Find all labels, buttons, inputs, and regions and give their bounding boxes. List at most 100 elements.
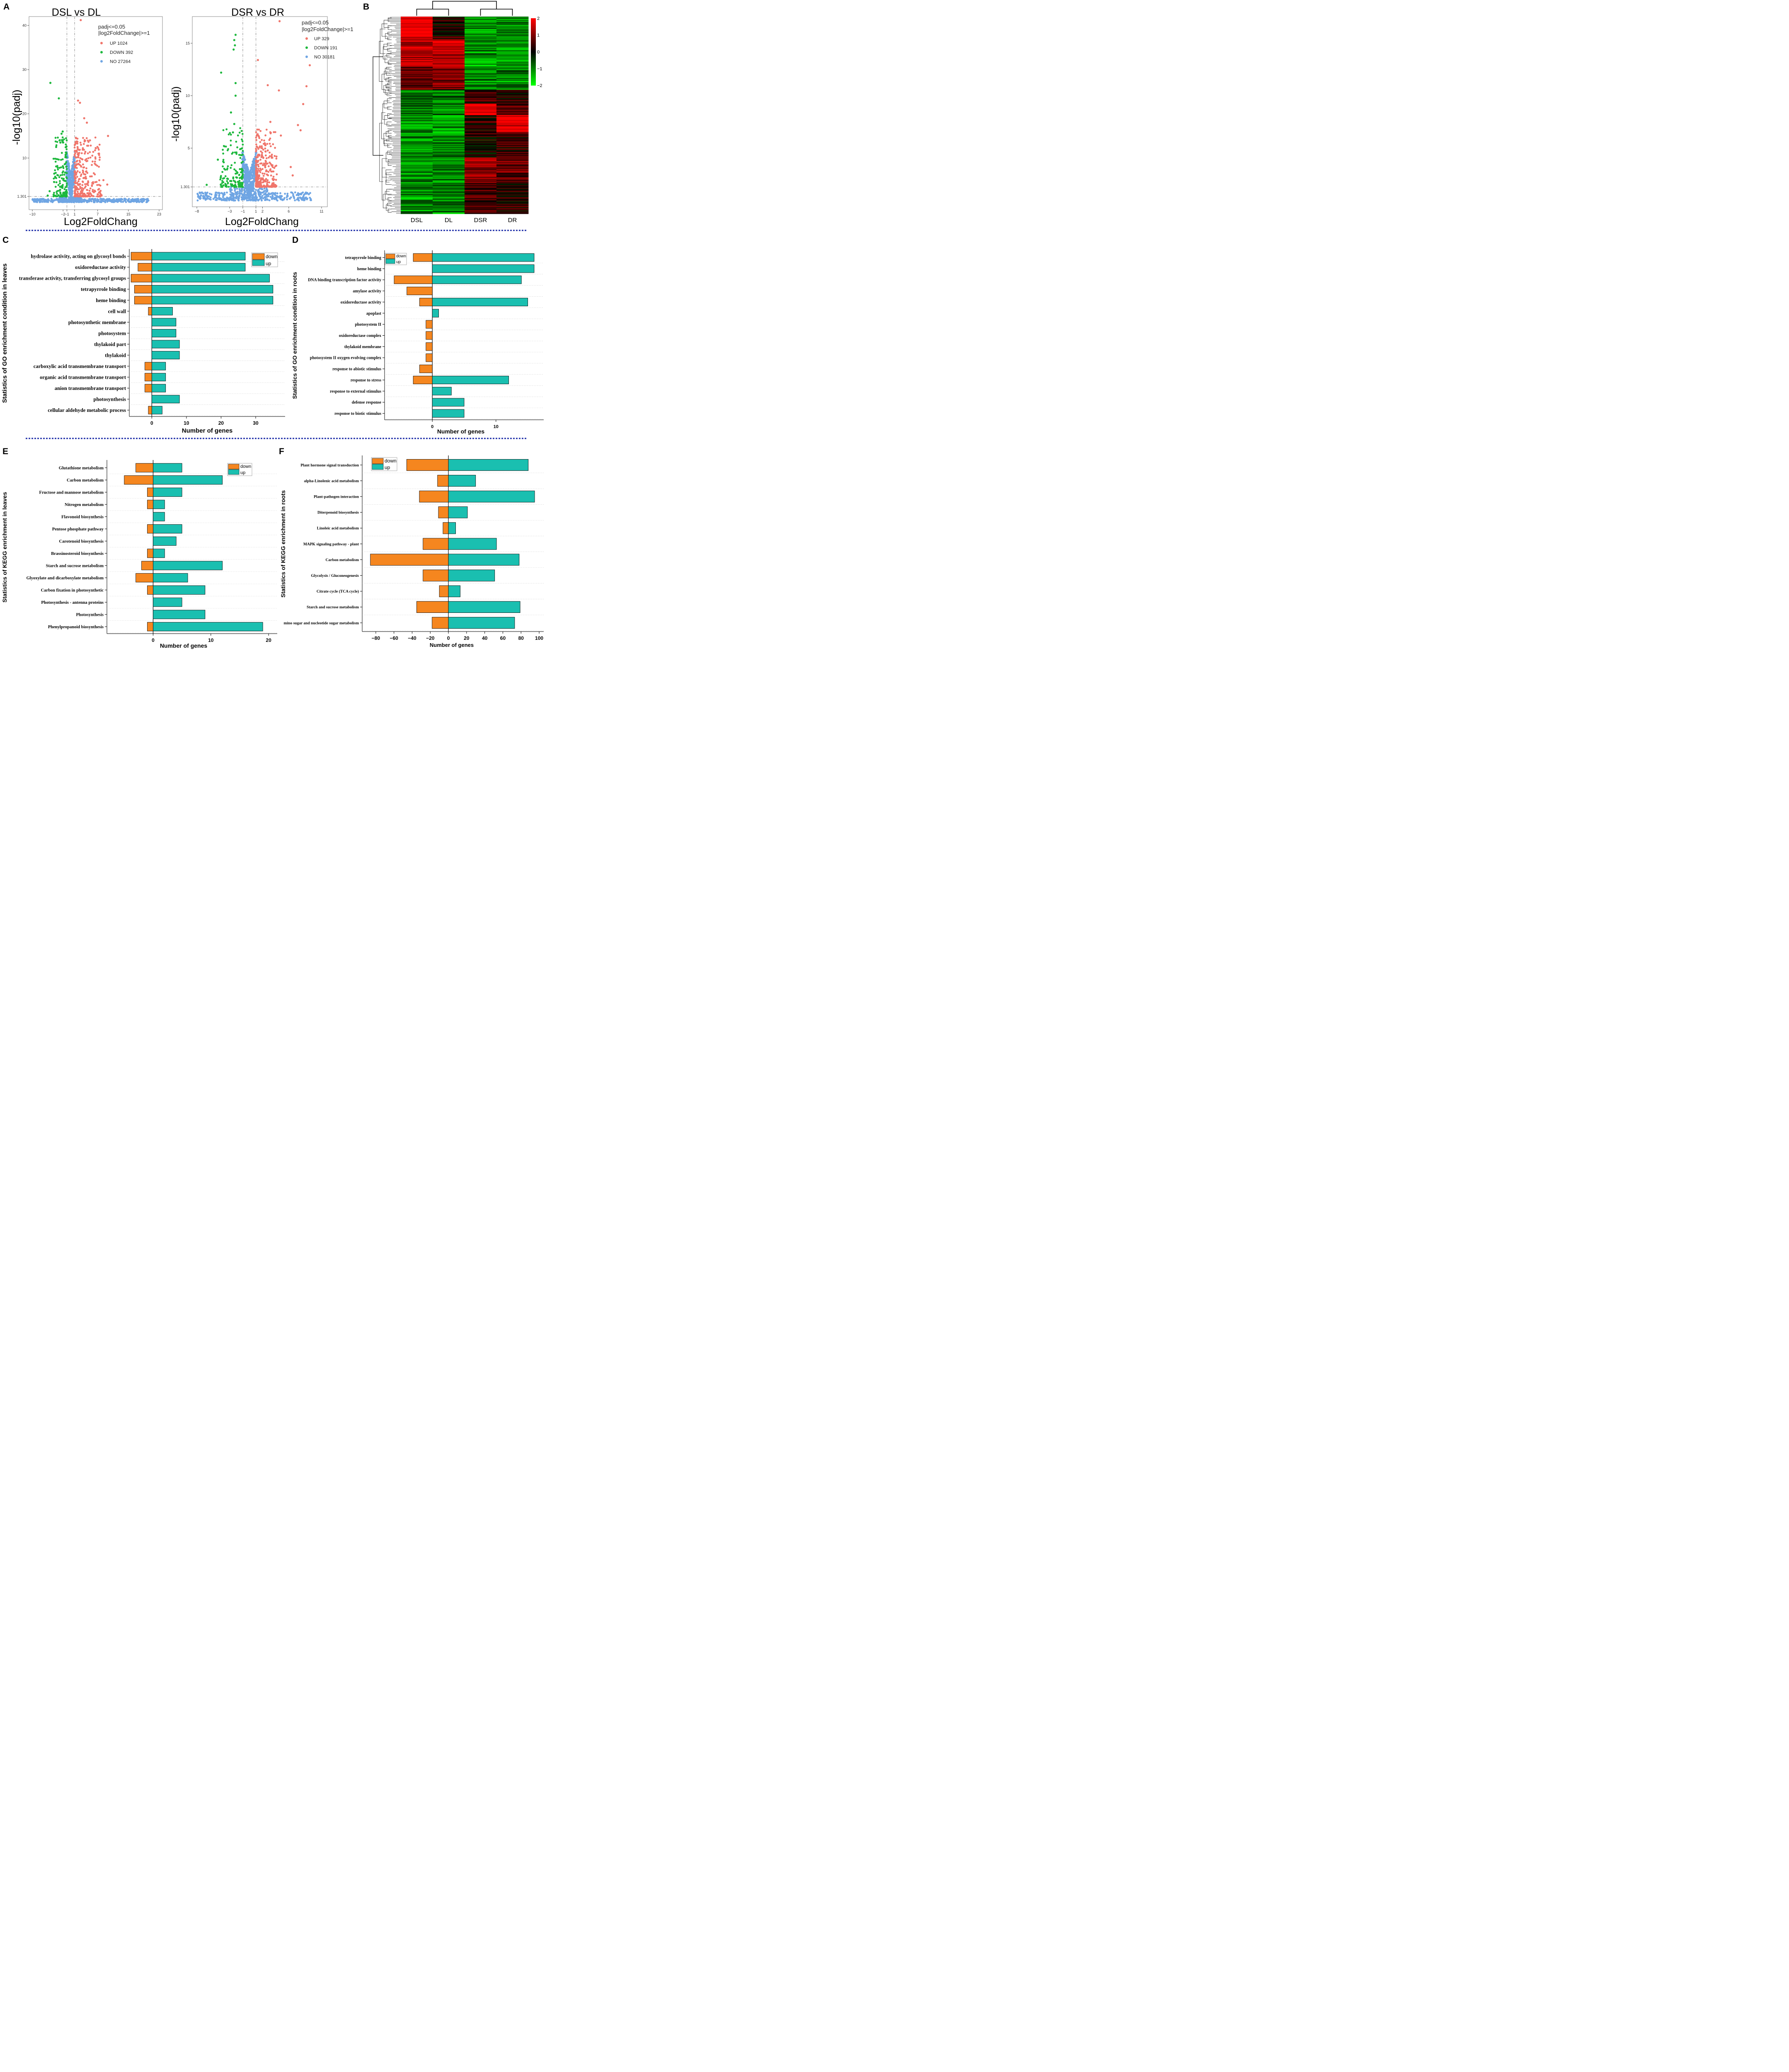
x-tick-label: 20 [266,637,271,643]
x-tick-label: 6 [288,209,290,213]
bar-down [147,622,153,632]
heatmap-cell [465,192,497,193]
point-up [90,144,92,147]
category-label: Carbon fixation in photosynthetic [41,588,104,593]
point-no [99,200,102,202]
heatmap-cell [433,144,465,145]
heatmap-cell [433,108,465,109]
heatmap-cell [433,104,465,105]
point-up [79,157,82,160]
category-label: organic acid transmembrane transport [40,375,126,380]
point-up [80,195,83,198]
column-label: DSR [474,217,487,224]
heatmap-cell [433,169,465,171]
point-up [255,167,257,169]
heatmap-cell [401,75,433,76]
point-up [258,136,260,138]
point-no [242,180,245,183]
heatmap-cell [465,90,497,92]
heatmap-cell [496,80,529,81]
heatmap-cell [433,23,465,24]
point-no [250,172,252,175]
point-down [65,182,68,184]
point-no [294,199,296,201]
x-tick-label: −1 [65,212,69,216]
point-up [73,190,76,192]
point-down [59,141,62,144]
heatmap-cell [496,149,529,150]
colorbar-step [531,56,536,58]
heatmap-cell [496,47,529,48]
heatmap-cell [465,187,497,188]
heatmap-cell [401,192,433,193]
bar-up [151,285,274,293]
heatmap-cell [433,187,465,188]
bar-down [148,406,152,414]
heatmap-cell [465,153,497,155]
x-axis-label: Number of genes [430,642,474,648]
dendrogram-branch [386,131,390,137]
heatmap-cell [496,145,529,146]
heatmap-cell [401,42,433,44]
point-no [261,199,263,202]
category-label: heme binding [96,298,126,303]
point-no [234,188,236,190]
point-no [63,201,65,203]
heatmap-cell [433,189,465,191]
point-no [42,198,45,200]
bar-down [131,252,152,261]
point-no [252,182,254,184]
heatmap-cell [465,198,497,200]
dendrogram-branch [382,167,385,201]
heatmap-cell [433,119,465,121]
colorbar-step [531,18,536,20]
heatmap-cell [465,136,497,138]
point-no [230,186,232,189]
dendrogram-branch [381,112,385,139]
heatmap-cell [496,59,529,60]
point-no [72,179,74,182]
heatmap-cell [401,19,433,20]
point-no [60,198,63,201]
bar-up [153,622,263,632]
point-up [96,184,98,186]
heatmap-cell [496,51,529,53]
heatmap-cell [401,33,433,34]
heatmap-cell [433,173,465,174]
x-tick-label: 0 [447,635,450,641]
heatmap-cell [496,38,529,39]
point-no [69,171,72,173]
colorbar-step [531,26,536,28]
category-label: Photosynthesis - antenna proteins [41,600,104,605]
heatmap-cell [496,199,529,201]
point-down [55,146,58,148]
bar-up [153,585,206,595]
heatmap-cell [465,120,497,121]
heatmap-cell [465,182,497,183]
point-up [75,163,78,165]
heatmap-cell [433,181,465,182]
heatmap-cell [496,52,529,53]
heatmap-cell [496,56,529,58]
heatmap-cell [433,160,465,162]
dendrogram-branch [387,26,392,30]
heatmap-cell [496,50,529,51]
heatmap-cell [496,148,529,150]
bar-down [124,475,153,485]
point-up [87,140,90,143]
point-no [238,194,241,197]
point-up [82,147,84,149]
heatmap-cell [433,43,465,44]
heatmap-cell [433,22,465,24]
point-no [73,157,75,160]
point-up [276,173,278,176]
point-no [102,198,104,200]
category-label: response to external stimulus [330,389,381,394]
heatmap-cell [401,158,433,160]
heatmap-cell [401,82,433,84]
heatmap-cell [401,104,433,106]
category-label: cellular aldehyde metabolic process [48,407,126,413]
heatmap-cell [401,141,433,142]
point-down [235,169,237,172]
